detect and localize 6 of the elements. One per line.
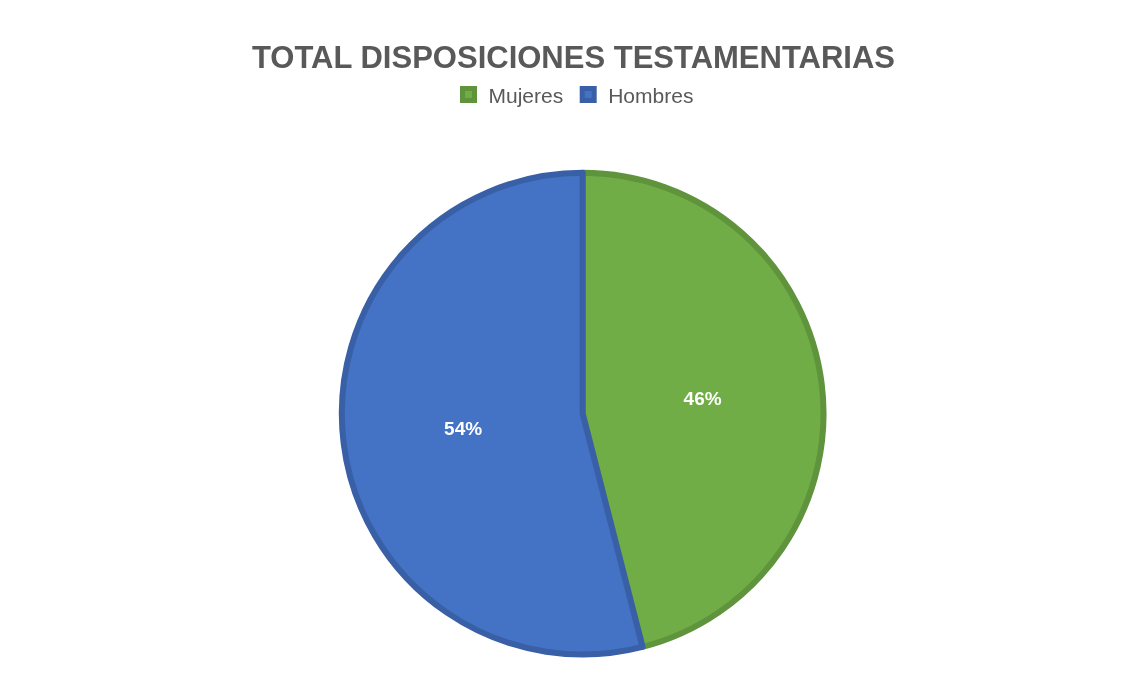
pie-slice	[339, 169, 646, 658]
data-label: 46%	[683, 387, 722, 409]
legend-label: Hombres	[608, 83, 694, 107]
data-label: 54%	[444, 418, 483, 440]
legend-label: Mujeres	[488, 83, 564, 107]
chart-title: TOTAL DISPOSICIONES TESTAMENTARIAS	[251, 40, 896, 76]
